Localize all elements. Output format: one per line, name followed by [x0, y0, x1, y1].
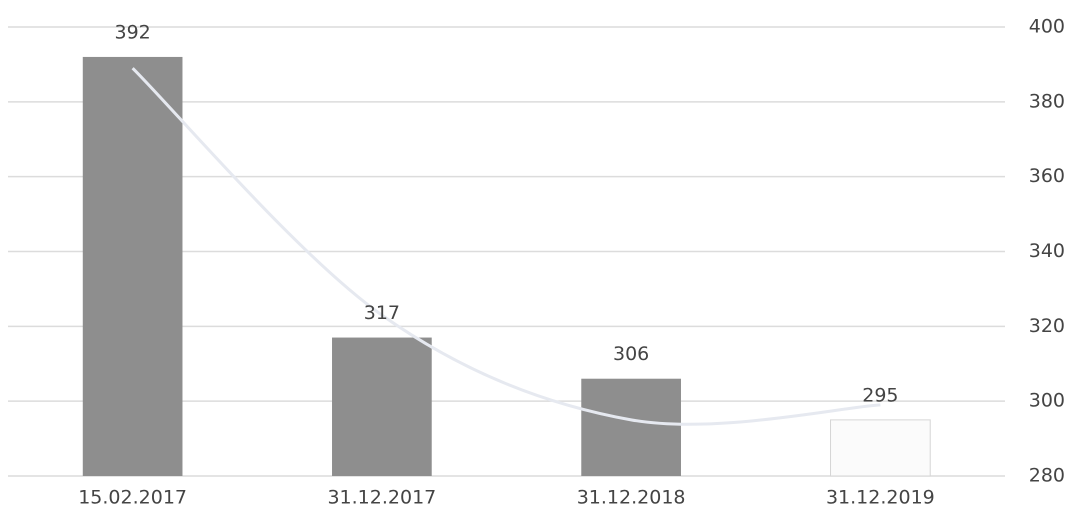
trend-line [131, 67, 881, 426]
data-label: 306 [613, 343, 649, 365]
y-tick-label: 320 [1029, 315, 1065, 337]
data-label: 392 [114, 21, 150, 43]
x-tick-label: 31.12.2019 [826, 487, 935, 509]
data-label: 295 [862, 384, 898, 406]
bar [830, 419, 931, 477]
x-tick-label: 15.02.2017 [78, 487, 187, 509]
x-tick-label: 31.12.2018 [577, 487, 686, 509]
x-tick-label: 31.12.2017 [327, 487, 436, 509]
y-tick-label: 380 [1029, 90, 1065, 112]
bar [82, 56, 183, 476]
y-tick-label: 300 [1029, 390, 1065, 412]
y-tick-label: 280 [1029, 465, 1065, 487]
bar [332, 337, 432, 476]
y-tick-label: 400 [1029, 16, 1065, 38]
y-tick-label: 360 [1029, 165, 1065, 187]
bar [581, 378, 681, 476]
data-label: 317 [364, 302, 400, 324]
y-tick-label: 340 [1029, 240, 1065, 262]
